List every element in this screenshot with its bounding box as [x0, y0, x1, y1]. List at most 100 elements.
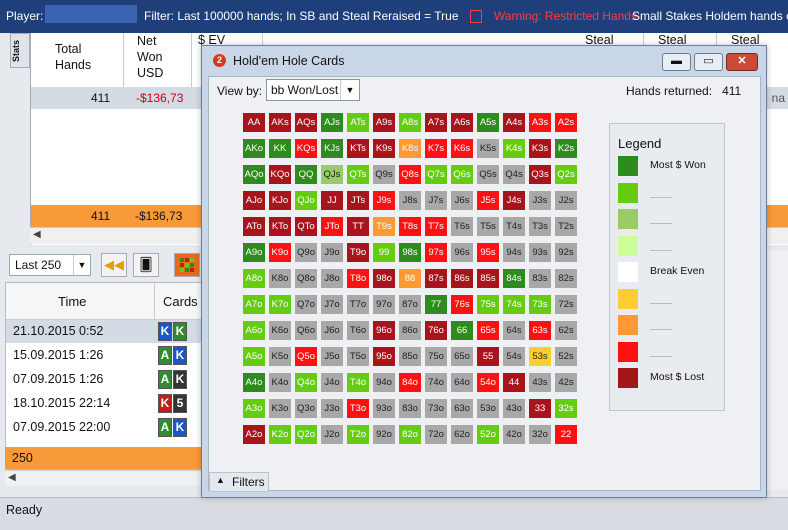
hand-cell[interactable]: 55 — [477, 347, 499, 366]
view-by-select[interactable]: bb Won/Lost ▼ — [266, 79, 360, 101]
hand-cell[interactable]: TT — [347, 217, 369, 236]
hand-cell[interactable]: 98o — [373, 269, 395, 288]
hand-cell[interactable]: A5s — [477, 113, 499, 132]
hand-cell[interactable]: 65o — [451, 347, 473, 366]
hand-cell[interactable]: ATs — [347, 113, 369, 132]
hand-cell[interactable]: K6s — [451, 139, 473, 158]
hand-cell[interactable]: K7o — [269, 295, 291, 314]
hand-cell[interactable]: J2o — [321, 425, 343, 444]
hand-cell[interactable]: 44 — [503, 373, 525, 392]
hand-cell[interactable]: A4o — [243, 373, 265, 392]
hand-cell[interactable]: Q5s — [477, 165, 499, 184]
hand-cell[interactable]: K8s — [399, 139, 421, 158]
hand-cell[interactable]: A7o — [243, 295, 265, 314]
hand-cell[interactable]: 96o — [373, 321, 395, 340]
hand-cell[interactable]: A3s — [529, 113, 551, 132]
hand-cell[interactable]: AKs — [269, 113, 291, 132]
chevron-down-icon[interactable]: ▼ — [73, 255, 90, 275]
time-column-header[interactable]: Time — [58, 294, 87, 309]
hand-cell[interactable]: 72s — [555, 295, 577, 314]
hand-cell[interactable]: 42o — [503, 425, 525, 444]
hand-cell[interactable]: 93s — [529, 243, 551, 262]
hand-cell[interactable]: QJo — [295, 191, 317, 210]
hand-cell[interactable]: 84o — [399, 373, 421, 392]
hand-cell[interactable]: QTo — [295, 217, 317, 236]
hand-cell[interactable]: 32s — [555, 399, 577, 418]
hand-cell[interactable]: 66 — [451, 321, 473, 340]
dialog-titlebar[interactable]: 2 Hold'em Hole Cards ▬ ▭ ✕ — [202, 46, 766, 76]
hand-cell[interactable]: KK — [269, 139, 291, 158]
hand-cell[interactable]: J9o — [321, 243, 343, 262]
hand-cell[interactable]: K9s — [373, 139, 395, 158]
period-select[interactable]: Last 250 ▼ — [9, 254, 91, 276]
chevron-down-icon[interactable]: ▼ — [340, 80, 359, 100]
hand-row[interactable]: 07.09.2015 22:00 A K — [6, 416, 206, 439]
hand-cell[interactable]: AQs — [295, 113, 317, 132]
hand-cell[interactable]: T2s — [555, 217, 577, 236]
hand-cell[interactable]: 77 — [425, 295, 447, 314]
hand-cell[interactable]: K2o — [269, 425, 291, 444]
hand-cell[interactable]: 94s — [503, 243, 525, 262]
hand-cell[interactable]: AQo — [243, 165, 265, 184]
hand-cell[interactable]: AJo — [243, 191, 265, 210]
hand-cell[interactable]: 65s — [477, 321, 499, 340]
hand-cell[interactable]: 63s — [529, 321, 551, 340]
hand-cell[interactable]: A8s — [399, 113, 421, 132]
hand-cell[interactable]: T3s — [529, 217, 551, 236]
hand-cell[interactable]: Q2s — [555, 165, 577, 184]
hand-cell[interactable]: T4s — [503, 217, 525, 236]
hand-cell[interactable]: 76o — [425, 321, 447, 340]
hand-cell[interactable]: 83o — [399, 399, 421, 418]
hand-cell[interactable]: J5o — [321, 347, 343, 366]
hand-cell[interactable]: 54o — [477, 373, 499, 392]
hand-cell[interactable]: A2s — [555, 113, 577, 132]
hand-cell[interactable]: 96s — [451, 243, 473, 262]
hand-cell[interactable]: J6o — [321, 321, 343, 340]
hand-cell[interactable]: 82s — [555, 269, 577, 288]
hand-cell[interactable]: A2o — [243, 425, 265, 444]
minimize-button[interactable]: ▬ — [662, 53, 691, 71]
hand-cell[interactable]: A6s — [451, 113, 473, 132]
hand-cell[interactable]: AJs — [321, 113, 343, 132]
replay-cards-icon[interactable]: 🂠 — [133, 253, 159, 277]
hand-cell[interactable]: A3o — [243, 399, 265, 418]
hand-cell[interactable]: T7o — [347, 295, 369, 314]
hand-cell[interactable]: JTs — [347, 191, 369, 210]
hand-cell[interactable]: J3o — [321, 399, 343, 418]
hand-cell[interactable]: T9o — [347, 243, 369, 262]
hand-cell[interactable]: J7s — [425, 191, 447, 210]
hand-cell[interactable]: 64o — [451, 373, 473, 392]
hand-cell[interactable]: K6o — [269, 321, 291, 340]
hand-cell[interactable]: K3o — [269, 399, 291, 418]
hand-cell[interactable]: 62s — [555, 321, 577, 340]
column-total-hands[interactable]: Total Hands — [31, 33, 124, 87]
hand-cell[interactable]: T3o — [347, 399, 369, 418]
hand-cell[interactable]: Q7s — [425, 165, 447, 184]
hand-cell[interactable]: A9s — [373, 113, 395, 132]
hand-cell[interactable]: J3s — [529, 191, 551, 210]
hand-cell[interactable]: 74o — [425, 373, 447, 392]
hand-cell[interactable]: ATo — [243, 217, 265, 236]
hand-cell[interactable]: T8o — [347, 269, 369, 288]
hand-cell[interactable]: A7s — [425, 113, 447, 132]
hand-cell[interactable]: 73o — [425, 399, 447, 418]
hand-cell[interactable]: 54s — [503, 347, 525, 366]
hand-cell[interactable]: 98s — [399, 243, 421, 262]
hand-cell[interactable]: K5s — [477, 139, 499, 158]
hand-cell[interactable]: KTs — [347, 139, 369, 158]
hand-cell[interactable]: J9s — [373, 191, 395, 210]
hand-cell[interactable]: 75s — [477, 295, 499, 314]
hand-cell[interactable]: 82o — [399, 425, 421, 444]
hand-cell[interactable]: 86o — [399, 321, 421, 340]
hand-cell[interactable]: 92s — [555, 243, 577, 262]
hand-cell[interactable]: 75o — [425, 347, 447, 366]
hand-cell[interactable]: K7s — [425, 139, 447, 158]
hand-cell[interactable]: 74s — [503, 295, 525, 314]
hand-cell[interactable]: KJs — [321, 139, 343, 158]
hand-cell[interactable]: 94o — [373, 373, 395, 392]
hand-cell[interactable]: K4s — [503, 139, 525, 158]
hand-cell[interactable]: K3s — [529, 139, 551, 158]
hand-cell[interactable]: Q8s — [399, 165, 421, 184]
hand-cell[interactable]: J2s — [555, 191, 577, 210]
hand-cell[interactable]: AA — [243, 113, 265, 132]
